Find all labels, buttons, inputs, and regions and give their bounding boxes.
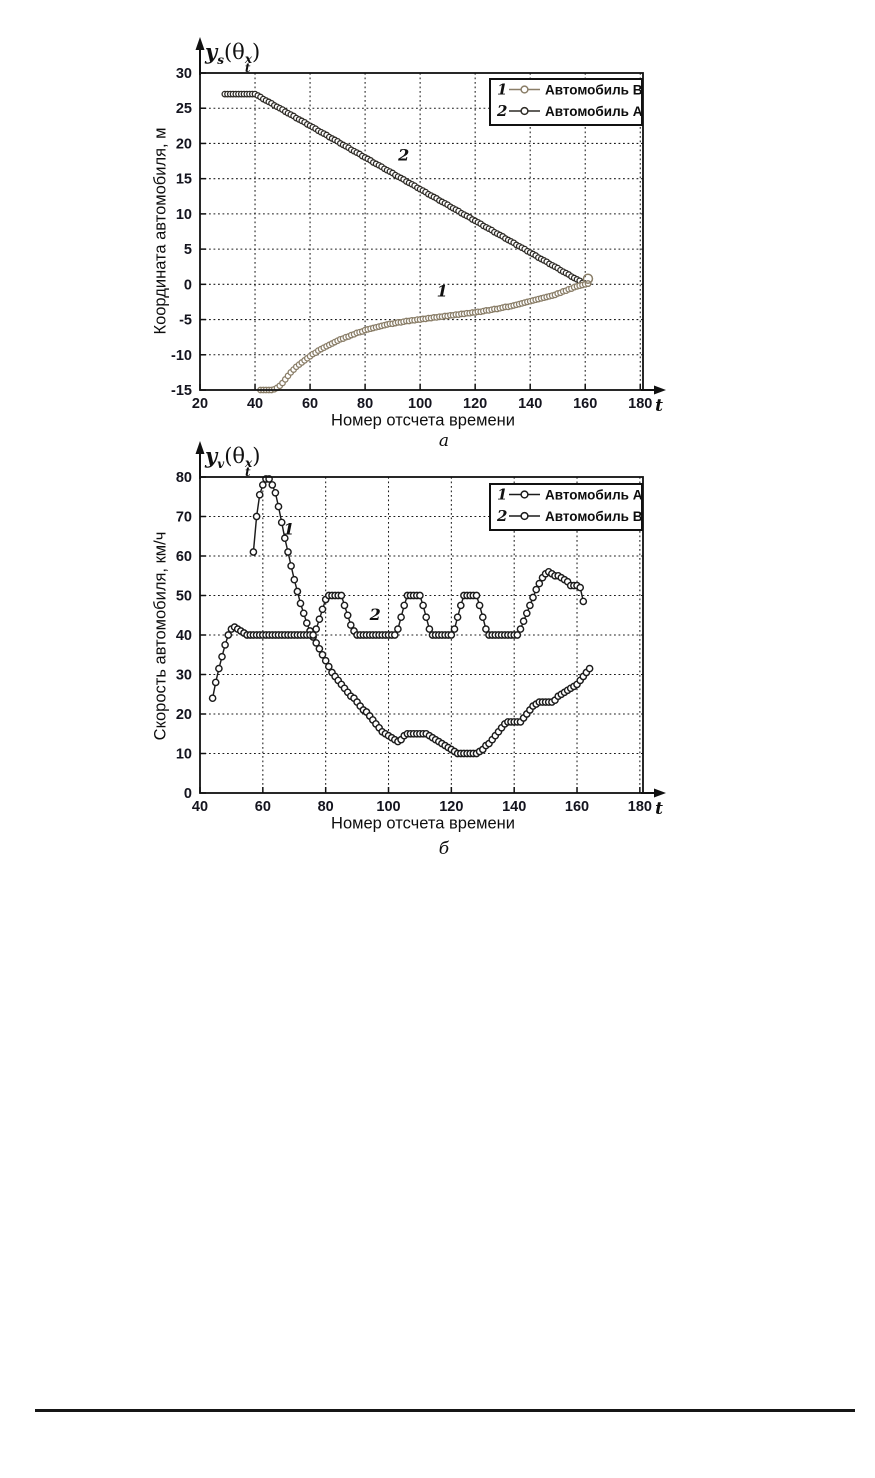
svg-text:0: 0 <box>184 277 192 293</box>
legend-entry-label: Автомобиль B <box>545 509 643 524</box>
curve-number-label: 2 <box>397 145 409 164</box>
legend-marker-icon <box>520 85 529 94</box>
curve-number-label: 1 <box>437 281 448 300</box>
svg-text:160: 160 <box>565 799 589 815</box>
y-tick-labels: 0 10 20 30 40 50 60 70 80 <box>176 470 192 802</box>
chart-a-x-axis-label: Номер отсчета времени <box>331 411 515 430</box>
chart-a: 20 40 60 80 100 120 140 160 180-15-10-5051015202… <box>171 37 666 412</box>
title-arg: θ <box>232 444 246 468</box>
legend-entry-label: Автомобиль B <box>545 83 643 98</box>
caption-panel-b: б <box>438 839 450 859</box>
chart-b-y-axis-label: Скорость автомобиля, км/ч <box>151 531 170 741</box>
svg-text:5: 5 <box>184 242 192 258</box>
chart-b-series-1 <box>249 475 594 758</box>
title-var-sub: v <box>217 457 225 472</box>
title-var: y <box>205 39 218 64</box>
axis-arrows <box>195 37 666 395</box>
chart-b: 40 60 80 100 120 140 160 180 0 10 20 30 40 50 60 70 80 1 А… <box>176 441 666 815</box>
svg-text:140: 140 <box>502 799 526 815</box>
title-arg: θ <box>232 40 245 64</box>
plot-border <box>199 72 644 391</box>
svg-text:80: 80 <box>176 470 192 486</box>
tick-marks <box>199 72 641 391</box>
svg-text:140: 140 <box>518 396 542 412</box>
chart-a-t-axis-symbol: t <box>655 396 663 416</box>
title-var: y <box>205 443 218 468</box>
legend-entry-index: 1 <box>497 81 507 99</box>
chart-b-series-2 <box>208 567 588 703</box>
legend-entry-index: 2 <box>496 507 507 525</box>
footer-rule <box>35 1409 855 1412</box>
title-var-sub: s <box>217 53 224 68</box>
svg-text:120: 120 <box>463 396 487 412</box>
axis-arrows <box>195 441 666 798</box>
svg-text:60: 60 <box>255 799 271 815</box>
legend-marker-icon <box>520 106 529 116</box>
svg-text:10: 10 <box>176 747 192 763</box>
svg-text:20: 20 <box>192 396 208 412</box>
chart-b-x-axis-label: Номер отсчета времени <box>331 814 515 833</box>
curve-number-label: 1 <box>283 519 294 538</box>
chart-a-series-2 <box>221 90 592 288</box>
svg-text:180: 180 <box>628 799 652 815</box>
charts-canvas: 20 40 60 80 100 120 140 160 180-15-10-5051015202… <box>171 37 666 815</box>
tick-marks <box>199 476 641 794</box>
legend-entry-index: 1 <box>497 486 507 504</box>
svg-text:20: 20 <box>176 136 192 152</box>
legend-marker-icon <box>520 511 529 521</box>
svg-text:30: 30 <box>176 66 192 82</box>
legend-marker-icon <box>520 490 529 499</box>
svg-text:100: 100 <box>376 799 400 815</box>
svg-text:40: 40 <box>247 396 263 412</box>
svg-text:25: 25 <box>176 101 192 117</box>
svg-text:120: 120 <box>439 799 463 815</box>
x-tick-labels: 40 60 80 100 120 140 160 180 <box>192 799 652 815</box>
svg-text:10: 10 <box>176 207 192 223</box>
svg-text:-10: -10 <box>171 348 192 364</box>
svg-text:20: 20 <box>176 707 192 723</box>
caption-panel-a: a <box>438 431 450 451</box>
svg-text:160: 160 <box>573 396 597 412</box>
legend: 1 Автомобиль B 2 Автомобиль A <box>489 78 643 126</box>
legend-entry-label: Автомобиль A <box>545 488 643 503</box>
svg-text:-5: -5 <box>179 313 192 329</box>
x-tick-labels: 20 40 60 80 100 120 140 160 180 <box>192 396 652 412</box>
svg-text:50: 50 <box>176 589 192 605</box>
series-end-marker <box>582 273 594 284</box>
svg-text:-15: -15 <box>171 383 192 399</box>
chart-b-axis-title: yv(θ x t) <box>205 443 261 479</box>
svg-text:0: 0 <box>184 786 192 802</box>
chart-b-t-axis-symbol: t <box>655 799 663 819</box>
chart-a-y-axis-label: Координата автомобиля, м <box>151 127 170 335</box>
y-tick-labels: -15 -10 -5 0 5 10 15 20 25 30 <box>171 66 192 399</box>
legend-entry-label: Автомобиль A <box>545 104 643 119</box>
svg-text:15: 15 <box>176 172 192 188</box>
svg-text:180: 180 <box>628 396 652 412</box>
legend: 1 Автомобиль A 2 Автомобиль B <box>489 483 643 531</box>
svg-text:60: 60 <box>176 549 192 565</box>
curve-number-label: 2 <box>369 605 381 624</box>
svg-text:60: 60 <box>302 396 318 412</box>
svg-text:40: 40 <box>176 628 192 644</box>
svg-text:30: 30 <box>176 668 192 684</box>
svg-text:100: 100 <box>408 396 432 412</box>
chart-a-series-1 <box>257 273 594 394</box>
legend-entry-index: 2 <box>496 102 507 120</box>
svg-text:40: 40 <box>192 799 208 815</box>
chart-a-axis-title: ys(θ x t) <box>205 39 261 75</box>
svg-text:70: 70 <box>176 510 192 526</box>
svg-text:80: 80 <box>318 799 334 815</box>
svg-text:80: 80 <box>357 396 373 412</box>
